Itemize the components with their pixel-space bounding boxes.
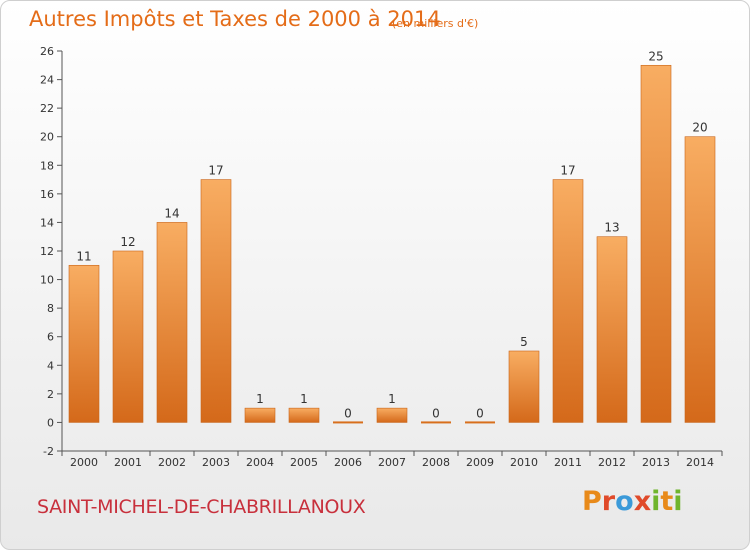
chart-bars xyxy=(68,64,716,424)
y-tick-label: -2 xyxy=(43,445,54,458)
x-tick-label: 2007 xyxy=(378,456,406,469)
data-label-2007: 1 xyxy=(388,392,396,406)
x-tick-label: 2002 xyxy=(158,456,186,469)
bar-2003 xyxy=(200,179,232,423)
data-label-2010: 5 xyxy=(520,335,528,349)
x-tick-label: 2000 xyxy=(70,456,98,469)
logo-letter: P xyxy=(582,486,602,517)
bar-2006 xyxy=(333,421,363,424)
bar-2009 xyxy=(465,421,495,424)
logo-letter: r xyxy=(601,486,616,517)
bar-2008 xyxy=(421,421,451,424)
x-tick-label: 2011 xyxy=(554,456,582,469)
y-tick-label: 20 xyxy=(40,131,54,144)
data-label-2012: 13 xyxy=(604,221,619,235)
logo-letter: t xyxy=(660,486,674,517)
bar-2011 xyxy=(552,179,584,423)
data-label-2004: 1 xyxy=(256,392,264,406)
bar-2010 xyxy=(508,350,540,423)
data-label-2005: 1 xyxy=(300,392,308,406)
y-tick-label: 2 xyxy=(47,388,54,401)
bar-2005 xyxy=(288,407,320,423)
data-label-2000: 11 xyxy=(76,249,91,263)
y-tick-label: 6 xyxy=(47,331,54,344)
x-tick-label: 2013 xyxy=(642,456,670,469)
x-tick-label: 2014 xyxy=(686,456,714,469)
bar-2013 xyxy=(640,64,672,423)
bar-2004 xyxy=(244,407,276,423)
bar-2014 xyxy=(684,136,716,423)
logo-letter: i xyxy=(673,486,683,517)
y-tick-label: 18 xyxy=(40,159,54,172)
x-tick-label: 2012 xyxy=(598,456,626,469)
y-tick-label: 26 xyxy=(40,45,54,58)
logo-letter: x xyxy=(633,486,652,517)
x-tick-label: 2010 xyxy=(510,456,538,469)
y-tick-label: 10 xyxy=(40,274,54,287)
y-tick-label: 0 xyxy=(47,416,54,429)
logo-letter: o xyxy=(615,486,634,517)
bar-2002 xyxy=(156,222,188,423)
data-label-2009: 0 xyxy=(476,406,484,420)
commune-name: SAINT-MICHEL-DE-CHABRILLANOUX xyxy=(37,496,366,518)
chart-title: Autres Impôts et Taxes de 2000 à 2014 xyxy=(29,7,441,31)
x-tick-label: 2001 xyxy=(114,456,142,469)
x-tick-label: 2003 xyxy=(202,456,230,469)
x-tick-label: 2004 xyxy=(246,456,274,469)
data-label-2008: 0 xyxy=(432,406,440,420)
data-label-2011: 17 xyxy=(560,164,575,178)
proxiti-logo: Proxiti xyxy=(582,486,683,517)
bar-2000 xyxy=(68,264,100,423)
y-tick-label: 8 xyxy=(47,302,54,315)
x-tick-label: 2009 xyxy=(466,456,494,469)
y-tick-label: 24 xyxy=(40,74,54,87)
x-tick-label: 2005 xyxy=(290,456,318,469)
data-label-2014: 20 xyxy=(692,121,707,135)
data-label-2002: 14 xyxy=(164,206,179,220)
x-tick-label: 2008 xyxy=(422,456,450,469)
chart-subtitle: (en milliers d'€) xyxy=(392,17,479,30)
bar-2001 xyxy=(112,250,144,423)
data-label-2003: 17 xyxy=(208,164,223,178)
bar-2007 xyxy=(376,407,408,423)
y-tick-label: 22 xyxy=(40,102,54,115)
y-tick-label: 4 xyxy=(47,359,54,372)
bar-2012 xyxy=(596,236,628,423)
y-tick-label: 14 xyxy=(40,216,54,229)
y-tick-label: 16 xyxy=(40,188,54,201)
data-label-2006: 0 xyxy=(344,406,352,420)
logo-letter: i xyxy=(651,486,661,517)
data-label-2001: 12 xyxy=(120,235,135,249)
data-label-2013: 25 xyxy=(648,49,663,63)
y-tick-label: 12 xyxy=(40,245,54,258)
x-tick-label: 2006 xyxy=(334,456,362,469)
